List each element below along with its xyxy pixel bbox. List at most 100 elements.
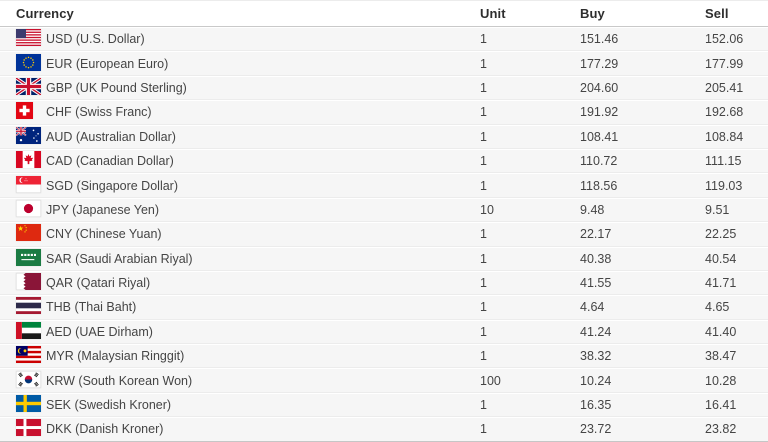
sell-value: 152.06 [705, 27, 768, 52]
aud-flag-icon [16, 126, 42, 144]
flag-cell [0, 295, 46, 320]
table-row: KRW (South Korean Won) 100 10.24 10.28 [0, 368, 768, 393]
currency-label: CAD (Canadian Dollar) [46, 148, 481, 174]
flag-cell [0, 148, 46, 174]
buy-value: 16.35 [580, 392, 706, 418]
sell-value: 111.15 [705, 148, 768, 174]
sell-value: 9.51 [705, 197, 768, 223]
flag-cell [0, 344, 46, 369]
buy-value: 41.24 [580, 319, 706, 345]
sell-value: 41.71 [705, 270, 768, 296]
sell-value: 23.82 [705, 417, 768, 442]
currency-label: USD (U.S. Dollar) [46, 27, 481, 52]
currency-label: CHF (Swiss Franc) [46, 100, 481, 125]
table-row: CAD (Canadian Dollar) 1 110.72 111.15 [0, 148, 768, 174]
aed-flag-icon [16, 321, 42, 339]
eur-flag-icon [16, 53, 42, 71]
table-row: JPY (Japanese Yen) 10 9.48 9.51 [0, 197, 768, 223]
usd-flag-icon [16, 29, 42, 47]
table-row: CNY (Chinese Yuan) 1 22.17 22.25 [0, 222, 768, 247]
buy-value: 151.46 [580, 27, 706, 52]
buy-value: 22.17 [580, 222, 706, 247]
sell-value: 41.40 [705, 319, 768, 345]
table-header-row: Currency Unit Buy Sell [0, 0, 768, 27]
table-row: AUD (Australian Dollar) 1 108.41 108.84 [0, 124, 768, 149]
sell-value: 177.99 [705, 51, 768, 76]
table-row: USD (U.S. Dollar) 1 151.46 152.06 [0, 27, 768, 52]
flag-cell [0, 222, 46, 247]
currency-label: KRW (South Korean Won) [46, 368, 481, 393]
gbp-flag-icon [16, 77, 42, 95]
column-header-unit: Unit [480, 0, 581, 27]
cny-flag-icon [16, 224, 42, 242]
sell-value: 10.28 [705, 368, 768, 393]
unit-value: 10 [480, 197, 581, 223]
thb-flag-icon [16, 297, 42, 315]
unit-value: 1 [480, 270, 581, 296]
currency-label: JPY (Japanese Yen) [46, 197, 481, 223]
currency-label: CNY (Chinese Yuan) [46, 222, 481, 247]
sar-flag-icon [16, 248, 42, 266]
currency-label: DKK (Danish Kroner) [46, 417, 481, 442]
buy-value: 10.24 [580, 368, 706, 393]
sell-value: 108.84 [705, 124, 768, 149]
table-row: QAR (Qatari Riyal) 1 41.55 41.71 [0, 270, 768, 296]
flag-cell [0, 417, 46, 442]
buy-value: 108.41 [580, 124, 706, 149]
sell-value: 40.54 [705, 246, 768, 271]
column-header-sell: Sell [705, 0, 768, 27]
buy-value: 191.92 [580, 100, 706, 125]
sell-value: 22.25 [705, 222, 768, 247]
unit-value: 1 [480, 222, 581, 247]
dkk-flag-icon [16, 419, 42, 437]
buy-value: 118.56 [580, 173, 706, 198]
unit-value: 1 [480, 319, 581, 345]
flag-cell [0, 392, 46, 418]
flag-cell [0, 75, 46, 101]
sell-value: 16.41 [705, 392, 768, 418]
cad-flag-icon [16, 151, 42, 169]
table-row: MYR (Malaysian Ringgit) 1 38.32 38.47 [0, 344, 768, 369]
table-row: EUR (European Euro) 1 177.29 177.99 [0, 51, 768, 76]
table-row: SEK (Swedish Kroner) 1 16.35 16.41 [0, 392, 768, 418]
unit-value: 1 [480, 392, 581, 418]
unit-value: 1 [480, 75, 581, 101]
sgd-flag-icon [16, 175, 42, 193]
jpy-flag-icon [16, 199, 42, 217]
unit-value: 100 [480, 368, 581, 393]
flag-cell [0, 51, 46, 76]
table-row: DKK (Danish Kroner) 1 23.72 23.82 [0, 417, 768, 442]
buy-value: 9.48 [580, 197, 706, 223]
flag-cell [0, 270, 46, 296]
flag-cell [0, 368, 46, 393]
sell-value: 38.47 [705, 344, 768, 369]
flag-cell [0, 100, 46, 125]
currency-label: SGD (Singapore Dollar) [46, 173, 481, 198]
sell-value: 4.65 [705, 295, 768, 320]
buy-value: 38.32 [580, 344, 706, 369]
column-header-buy: Buy [580, 0, 706, 27]
unit-value: 1 [480, 295, 581, 320]
buy-value: 110.72 [580, 148, 706, 174]
unit-value: 1 [480, 173, 581, 198]
flag-cell [0, 27, 46, 52]
sek-flag-icon [16, 395, 42, 413]
currency-label: SEK (Swedish Kroner) [46, 392, 481, 418]
unit-value: 1 [480, 246, 581, 271]
table-row: SGD (Singapore Dollar) 1 118.56 119.03 [0, 173, 768, 198]
buy-value: 4.64 [580, 295, 706, 320]
currency-label: EUR (European Euro) [46, 51, 481, 76]
unit-value: 1 [480, 51, 581, 76]
unit-value: 1 [480, 100, 581, 125]
qar-flag-icon [16, 273, 42, 291]
currency-label: AUD (Australian Dollar) [46, 124, 481, 149]
currency-label: SAR (Saudi Arabian Riyal) [46, 246, 481, 271]
myr-flag-icon [16, 346, 42, 364]
buy-value: 204.60 [580, 75, 706, 101]
table-row: GBP (UK Pound Sterling) 1 204.60 205.41 [0, 75, 768, 101]
sell-value: 192.68 [705, 100, 768, 125]
currency-label: MYR (Malaysian Ringgit) [46, 344, 481, 369]
flag-cell [0, 319, 46, 345]
currency-label: THB (Thai Baht) [46, 295, 481, 320]
